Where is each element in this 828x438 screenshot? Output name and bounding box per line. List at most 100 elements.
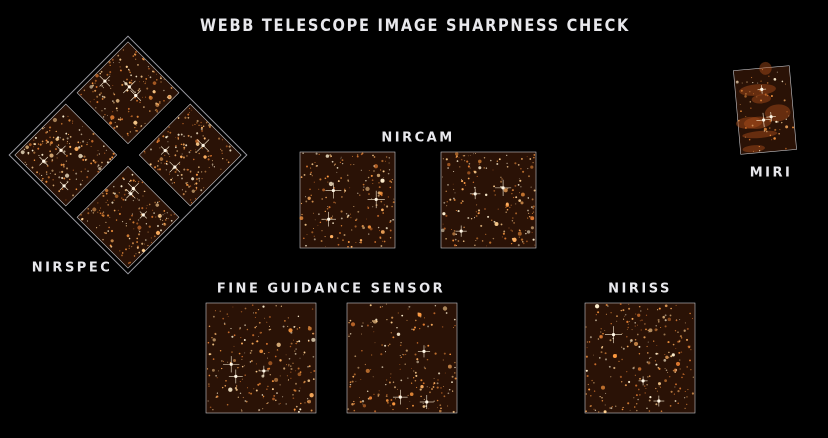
- star: [654, 328, 658, 332]
- star: [69, 135, 72, 138]
- star: [156, 164, 159, 167]
- star: [626, 345, 629, 348]
- star: [379, 191, 383, 196]
- star: [361, 225, 363, 228]
- star: [136, 198, 138, 200]
- star: [187, 181, 189, 183]
- star: [80, 145, 83, 147]
- star: [179, 155, 183, 159]
- star: [422, 402, 424, 404]
- star: [129, 238, 131, 240]
- star: [115, 107, 118, 110]
- star: [91, 139, 94, 143]
- star: [226, 159, 228, 161]
- star: [195, 186, 198, 189]
- star: [319, 178, 322, 181]
- star: [414, 379, 417, 382]
- star: [156, 110, 158, 112]
- star: [664, 368, 666, 370]
- star: [494, 222, 499, 226]
- star: [360, 169, 362, 171]
- star: [604, 352, 607, 355]
- star: [792, 126, 795, 129]
- star: [388, 162, 390, 164]
- star: [340, 210, 343, 213]
- image-panel: [138, 103, 242, 207]
- star: [145, 239, 147, 241]
- star: [626, 371, 628, 373]
- star: [691, 392, 695, 395]
- star: [39, 143, 42, 146]
- star: [785, 125, 789, 129]
- bright-star: [501, 186, 505, 190]
- star: [370, 174, 373, 177]
- star: [211, 160, 213, 162]
- star: [195, 182, 198, 185]
- star: [626, 320, 629, 324]
- star: [309, 188, 311, 191]
- star: [621, 346, 623, 348]
- star: [60, 163, 63, 166]
- star: [635, 394, 638, 397]
- star: [757, 82, 759, 84]
- star: [397, 312, 399, 314]
- star: [644, 392, 646, 394]
- star: [386, 205, 389, 208]
- star: [419, 315, 422, 318]
- panel-background: [14, 103, 118, 207]
- star: [489, 241, 492, 244]
- star: [531, 212, 533, 215]
- star: [102, 87, 104, 89]
- star: [184, 116, 187, 119]
- star: [774, 128, 777, 131]
- star: [220, 148, 222, 150]
- star: [197, 171, 200, 173]
- star: [151, 242, 153, 244]
- star: [293, 339, 294, 341]
- star: [445, 190, 447, 192]
- star: [311, 200, 314, 203]
- star: [385, 227, 388, 229]
- star: [297, 410, 300, 413]
- star: [384, 351, 387, 353]
- star: [601, 399, 604, 402]
- star: [679, 387, 682, 390]
- star: [160, 162, 162, 164]
- star: [140, 126, 141, 128]
- star: [378, 390, 380, 392]
- star: [113, 92, 115, 94]
- star: [453, 244, 457, 247]
- star: [51, 161, 53, 163]
- star: [167, 217, 169, 220]
- star: [349, 187, 351, 189]
- star: [241, 342, 243, 345]
- star: [376, 173, 381, 178]
- star: [673, 393, 675, 395]
- star: [310, 194, 312, 196]
- star: [401, 314, 404, 317]
- star: [390, 399, 393, 401]
- star: [251, 342, 254, 345]
- star: [117, 209, 119, 211]
- star: [190, 149, 192, 151]
- star: [255, 370, 258, 373]
- star: [262, 397, 264, 399]
- star: [131, 242, 134, 245]
- star: [664, 379, 667, 383]
- star: [321, 230, 323, 232]
- star: [159, 147, 161, 149]
- star: [94, 161, 97, 164]
- star: [196, 132, 199, 135]
- star: [372, 182, 374, 184]
- star: [505, 211, 507, 213]
- star: [586, 347, 588, 349]
- star: [631, 317, 634, 320]
- bright-star: [331, 188, 335, 193]
- star: [180, 143, 183, 145]
- star: [585, 410, 587, 413]
- star: [166, 96, 169, 98]
- star: [309, 393, 314, 398]
- star: [143, 81, 145, 83]
- bright-star: [641, 379, 645, 383]
- star: [198, 152, 200, 155]
